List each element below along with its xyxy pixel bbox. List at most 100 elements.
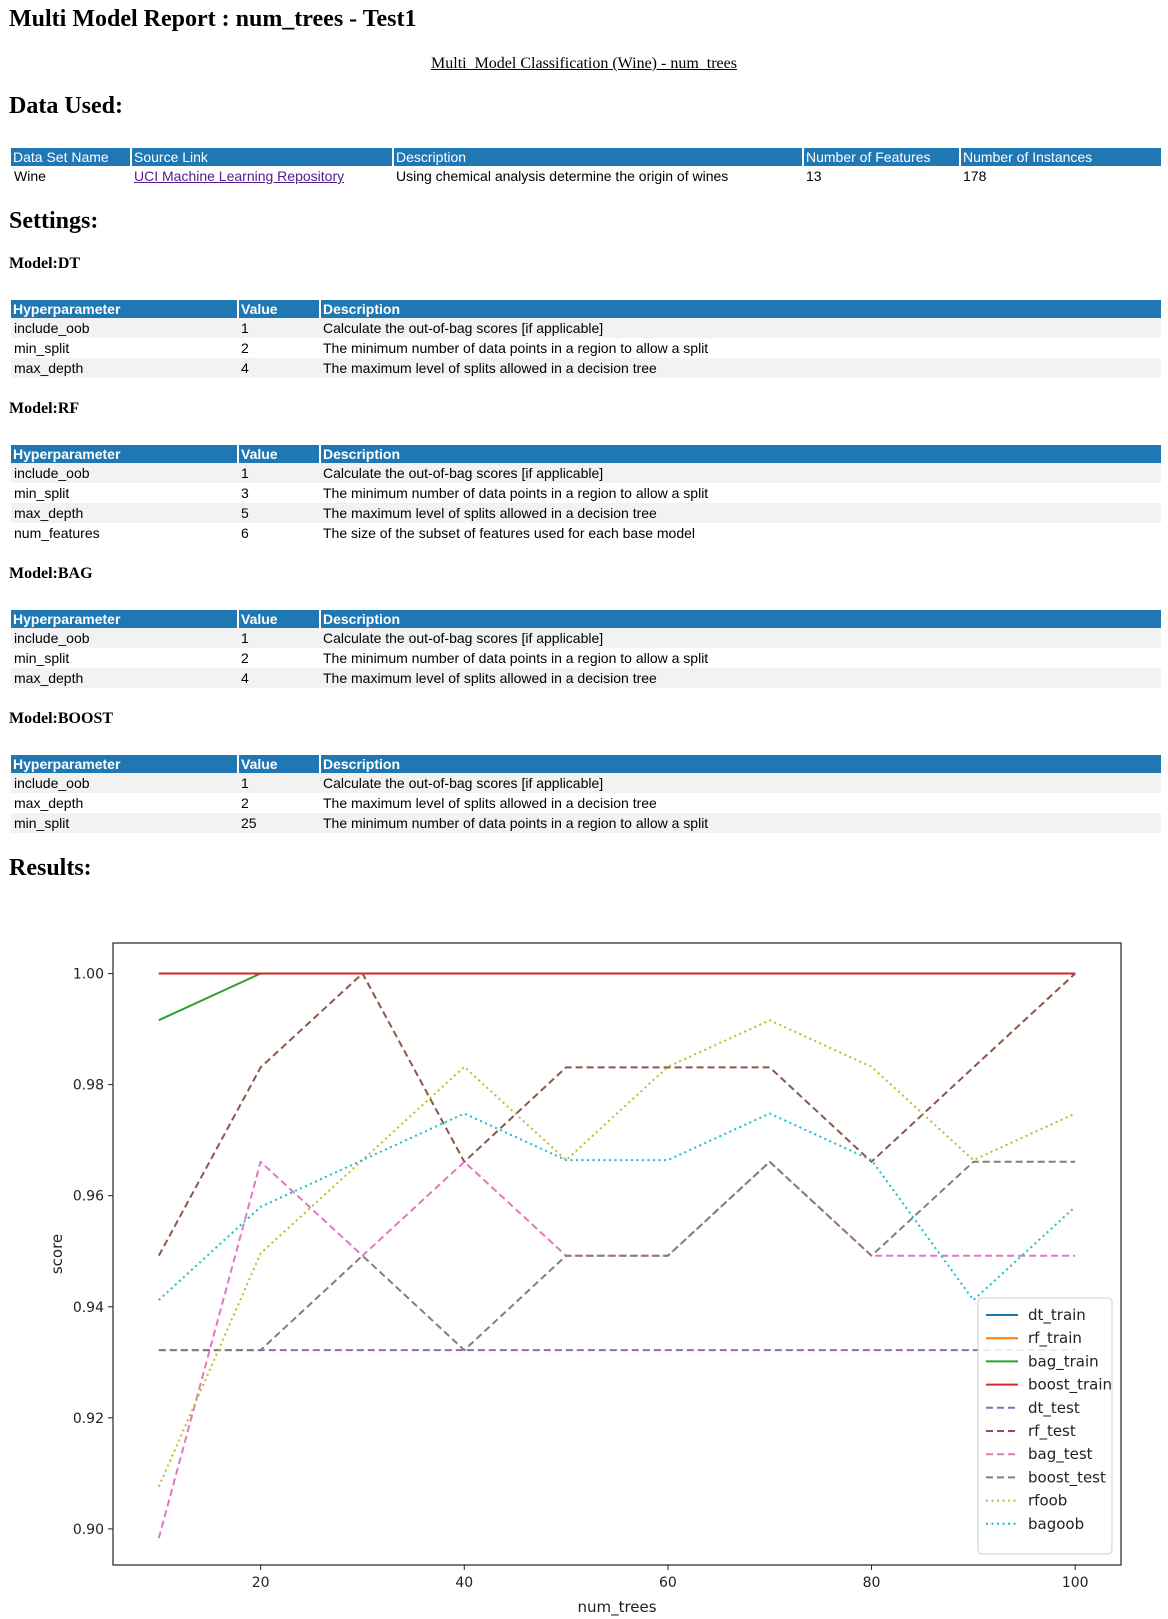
col-header-source-link: Source Link: [130, 148, 393, 166]
hyperparameter-description: Calculate the out-of-bag scores [if appl…: [320, 318, 1161, 338]
hyperparameter-value: 6: [241, 525, 249, 541]
col-header-dataset-name: Data Set Name: [11, 148, 131, 166]
hyperparameter-value: 2: [241, 340, 249, 356]
hyperparameter-header-row: Hyperparameter Value Description: [11, 755, 1161, 773]
table-row: max_depth 4 The maximum level of splits al…: [11, 668, 1161, 688]
col-header-value: Value: [237, 610, 320, 628]
legend-label: bag_test: [1028, 1445, 1093, 1464]
hyperparameter-name: min_split: [14, 650, 70, 666]
settings-heading: Settings:: [9, 208, 99, 234]
hyperparameter-header-row: Hyperparameter Value Description: [11, 445, 1161, 463]
col-header-hyperparameter: Hyperparameter: [11, 610, 238, 628]
col-header-description: Description: [319, 445, 1161, 463]
col-header-description: Description: [319, 755, 1161, 773]
report-subtitle: Multi_Model Classification (Wine) - num_…: [431, 55, 737, 72]
hyperparameter-value: 25: [238, 813, 320, 833]
x-tick-label: 60: [659, 1575, 677, 1591]
hyperparameter-header-row: Hyperparameter Value Description: [11, 610, 1161, 628]
table-row: min_split 2 The minimum number of data poi…: [11, 648, 1161, 668]
hyperparameter-name: include_oob: [11, 463, 238, 483]
y-tick-label: 0.94: [73, 1300, 104, 1316]
legend-label: dt_train: [1028, 1306, 1086, 1325]
hyperparameter-description: The minimum number of data points in a r…: [323, 650, 709, 666]
hyperparameter-description: The maximum level of splits allowed in a…: [320, 668, 1161, 688]
hyperparameter-value: 2: [241, 795, 249, 811]
series-line-bagoob: [158, 1112, 1076, 1302]
model-title: Model:BAG: [9, 565, 93, 582]
table-row: num_features 6 The size of the subset of f…: [11, 523, 1161, 543]
hyperparameter-description: The maximum level of splits allowed in a…: [323, 795, 657, 811]
page-title: Multi Model Report : num_trees - Test1: [9, 6, 417, 32]
hyperparameter-value: 1: [238, 318, 320, 338]
legend-label: rfoob: [1028, 1492, 1067, 1510]
x-tick-label: 80: [863, 1575, 881, 1591]
table-row: max_depth 4 The maximum level of splits al…: [11, 358, 1161, 378]
dataset-description: Using chemical analysis determine the or…: [396, 168, 729, 184]
legend-label: boost_train: [1028, 1376, 1112, 1395]
model-title: Model:BOOST: [9, 710, 114, 727]
model-title: Model:RF: [9, 400, 80, 417]
source-link-cell: UCI Machine Learning Repository: [131, 166, 393, 186]
col-header-hyperparameter: Hyperparameter: [11, 445, 238, 463]
hyperparameter-description: Calculate the out-of-bag scores [if appl…: [320, 773, 1161, 793]
series-line-rfoob: [157, 1019, 1076, 1488]
table-row: include_oob 1 Calculate the out-of-bag sco…: [11, 318, 1161, 338]
hyperparameter-table: Hyperparameter Value Description include_oo…: [10, 755, 1161, 833]
dataset-name: Wine: [14, 168, 46, 184]
col-header-value: Value: [237, 445, 320, 463]
model-title: Model:DT: [9, 255, 81, 272]
legend-label: boost_test: [1028, 1468, 1106, 1487]
source-link[interactable]: UCI Machine Learning Repository: [134, 168, 345, 184]
hyperparameter-name: include_oob: [11, 628, 238, 648]
legend-label: bag_train: [1028, 1352, 1099, 1371]
hyperparameter-name: min_split: [14, 485, 70, 501]
col-header-num-instances: Number of Instances: [959, 148, 1161, 166]
hyperparameter-table: Hyperparameter Value Description include_oo…: [10, 445, 1161, 543]
hyperparameter-header-row: Hyperparameter Value Description: [11, 300, 1161, 318]
x-axis-label: num_trees: [577, 1598, 656, 1617]
col-header-description: Description: [319, 300, 1161, 318]
table-row: max_depth 5 The maximum level of splits al…: [11, 503, 1161, 523]
hyperparameter-name: num_features: [14, 525, 100, 541]
legend-label: rf_test: [1028, 1422, 1076, 1441]
table-row: max_depth 2 The maximum level of splits al…: [11, 793, 1161, 813]
y-tick-label: 0.98: [73, 1078, 104, 1094]
dataset-num-features: 13: [806, 168, 822, 184]
hyperparameter-value: 5: [238, 503, 320, 523]
hyperparameter-name: include_oob: [11, 773, 238, 793]
hyperparameter-name: min_split: [11, 813, 238, 833]
y-axis-label: score: [48, 1234, 66, 1274]
table-row: Wine UCI Machine Learning Repository Usi…: [11, 166, 1161, 186]
y-tick-label: 0.96: [73, 1189, 104, 1205]
hyperparameter-value: 1: [238, 463, 320, 483]
data-used-header-row: Data Set Name Source Link Description Nu…: [11, 148, 1161, 166]
results-chart: 0.90 0.92 0.94 0.96 0.98 1.00 20 40 60 80 100 num_t…: [48, 942, 1122, 1617]
hyperparameter-description: Calculate the out-of-bag scores [if appl…: [320, 628, 1161, 648]
series-line-boost-test: [158, 1160, 1076, 1352]
x-tick-label: 20: [252, 1575, 270, 1591]
table-row: min_split 2 The minimum number of data poi…: [11, 338, 1161, 358]
plot-frame: [112, 942, 1122, 1566]
table-row: include_oob 1 Calculate the out-of-bag sco…: [11, 773, 1161, 793]
hyperparameter-name: min_split: [14, 340, 70, 356]
series-line-bag-test: [157, 1160, 1076, 1539]
x-tick-label: 40: [455, 1575, 473, 1591]
legend-label: rf_train: [1028, 1329, 1082, 1348]
hyperparameter-table: Hyperparameter Value Description include_oo…: [10, 300, 1161, 378]
hyperparameter-value: 1: [238, 628, 320, 648]
data-used-heading: Data Used:: [9, 93, 123, 119]
table-row: min_split 3 The minimum number of data poi…: [11, 483, 1161, 503]
col-header-num-features: Number of Features: [802, 148, 960, 166]
hyperparameter-description: The size of the subset of features used …: [323, 525, 695, 541]
hyperparameter-value: 4: [238, 668, 320, 688]
col-header-description: Description: [319, 610, 1161, 628]
col-header-value: Value: [237, 300, 320, 318]
legend-label: bagoob: [1028, 1515, 1084, 1533]
col-header-hyperparameter: Hyperparameter: [11, 300, 238, 318]
hyperparameter-description: Calculate the out-of-bag scores [if appl…: [320, 463, 1161, 483]
hyperparameter-table: Hyperparameter Value Description include_oo…: [10, 610, 1161, 688]
y-tick-label: 0.90: [73, 1522, 104, 1538]
hyperparameter-description: The maximum level of splits allowed in a…: [320, 503, 1161, 523]
hyperparameter-name: include_oob: [11, 318, 238, 338]
table-row: include_oob 1 Calculate the out-of-bag sco…: [11, 628, 1161, 648]
